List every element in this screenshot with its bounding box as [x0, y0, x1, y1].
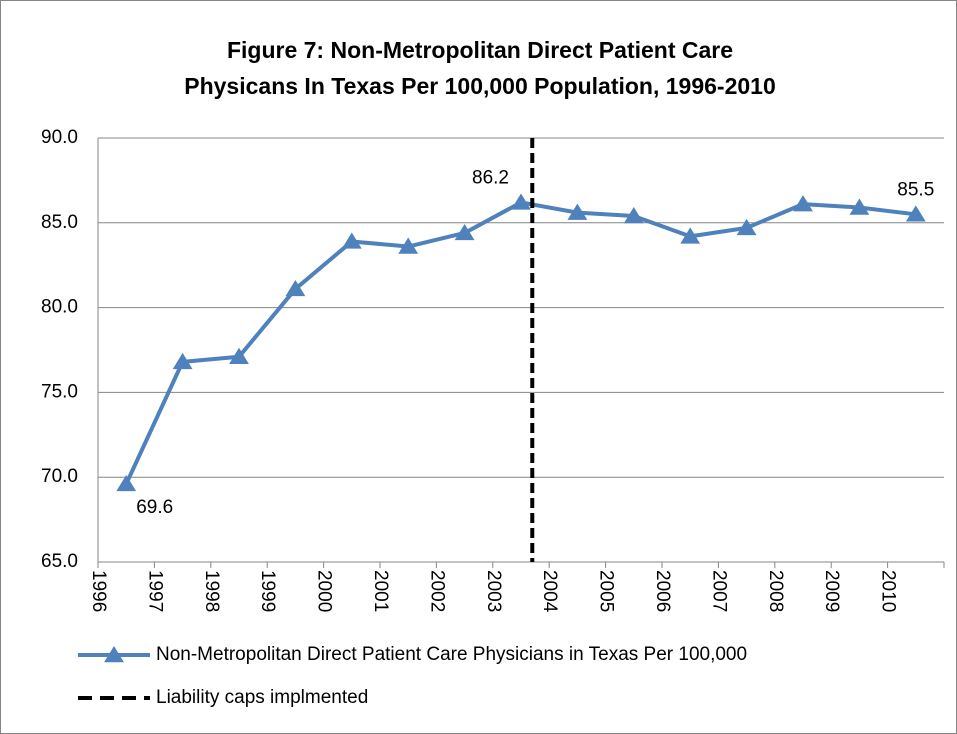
x-tick-label: 2008 [765, 570, 786, 612]
x-tick-label: 2009 [821, 570, 842, 612]
marker [341, 232, 362, 249]
legend-marker [104, 646, 124, 663]
x-tick-label: 1997 [144, 570, 165, 612]
y-tick-label: 65.0 [41, 551, 78, 572]
y-tick-label: 85.0 [41, 212, 78, 233]
data-label: 86.2 [472, 167, 509, 188]
marker [905, 205, 926, 222]
x-tick-label: 2000 [314, 570, 335, 612]
x-tick-label: 2010 [878, 570, 899, 612]
chart-subtitle: Physicans In Texas Per 100,000 Populatio… [184, 73, 776, 99]
x-tick-label: 1999 [257, 570, 278, 612]
x-tick-label: 2006 [652, 570, 673, 612]
y-tick-label: 75.0 [41, 381, 78, 402]
marker [454, 223, 475, 241]
chart-title: Figure 7: Non-Metropolitan Direct Patien… [227, 37, 733, 63]
x-tick-label: 2002 [426, 570, 447, 612]
marker [172, 352, 193, 370]
y-tick-label: 90.0 [41, 127, 78, 148]
legend-label: Non-Metropolitan Direct Patient Care Phy… [156, 644, 747, 665]
marker [849, 198, 870, 215]
x-tick-label: 1996 [88, 570, 109, 612]
x-tick-label: 2001 [370, 570, 391, 612]
marker [680, 227, 701, 244]
marker [116, 474, 137, 492]
marker [567, 203, 588, 220]
x-tick-label: 2005 [596, 570, 617, 612]
y-tick-label: 70.0 [41, 466, 78, 487]
marker [623, 207, 644, 224]
legend-label: Liability caps implmented [156, 687, 368, 708]
x-tick-label: 2003 [483, 570, 504, 612]
x-tick-label: 1998 [201, 570, 222, 612]
data-label: 69.6 [136, 497, 173, 518]
y-tick-label: 80.0 [41, 297, 78, 318]
marker [511, 193, 531, 210]
marker [398, 237, 419, 254]
marker [793, 195, 813, 212]
x-tick-label: 2007 [708, 570, 729, 612]
x-tick-label: 2004 [539, 570, 560, 613]
data-label: 85.5 [897, 179, 934, 200]
marker [229, 347, 249, 364]
marker [736, 218, 757, 236]
marker [285, 279, 306, 297]
